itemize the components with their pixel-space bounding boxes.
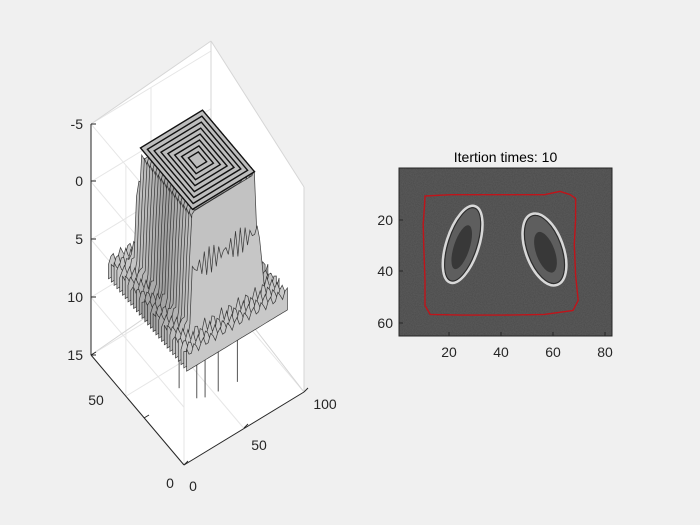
x-axis-line [183,391,305,466]
y-tick-labels: 0 50 [88,392,174,491]
cell-core [534,231,557,273]
image-y-tick-label: 60 [377,315,393,331]
plateau-ring [139,109,256,211]
floor-pane [91,272,304,465]
image-x-tick-labels: 20 40 60 80 [441,344,613,360]
plateau-ring [146,115,249,205]
plateau-ring [180,144,215,175]
z-tick-label: 10 [67,289,83,305]
image-x-tick-label: 80 [597,344,613,360]
image-y-tick-label: 40 [377,263,393,279]
image-plot-axes: Itertion times: 10 20 40 60 80 20 40 [377,149,613,360]
plateau-ring [187,150,208,169]
image-y-tick-labels: 20 40 60 [377,212,393,331]
y-axis-line [90,354,185,466]
x-tick-label: 100 [313,396,337,412]
x-tick-label: 0 [189,478,197,494]
image-tick-marks [399,219,606,336]
z-tick-label: 0 [75,173,83,189]
cell-core [451,225,473,270]
z-tick-label: 5 [75,231,83,247]
cell-halo [441,204,484,285]
x-tick-label: 50 [251,437,267,453]
plateau-ring [159,127,236,193]
z-tick-label: 15 [67,347,83,363]
image-x-tick-label: 20 [441,344,457,360]
y-tick-label: 50 [88,392,104,408]
tick-marks-3d [90,123,309,466]
cells [441,204,568,287]
surface-mesh [108,109,288,399]
image-area [399,168,612,336]
plateau-ring [153,121,242,199]
plateau-ring [166,133,229,187]
z-tick-label: -5 [71,116,84,132]
plateau-ring [173,139,222,181]
z-tick-labels: -5 0 5 10 15 [67,116,83,363]
image-plot-title: Itertion times: 10 [454,149,558,165]
y-tick-label: 0 [166,475,174,491]
image-x-tick-label: 40 [493,344,509,360]
image-noise [399,168,612,336]
image-y-tick-label: 20 [377,212,393,228]
cell-halo [521,212,568,287]
x-tick-labels: 0 50 100 [189,396,337,494]
grid-line [90,296,185,408]
image-frame [398,167,613,337]
surface-plot-axes: -5 0 5 10 15 0 50 100 0 50 [67,40,337,494]
surface-strip [186,286,288,372]
segmentation-contour [422,190,579,316]
image-x-tick-label: 60 [545,344,561,360]
